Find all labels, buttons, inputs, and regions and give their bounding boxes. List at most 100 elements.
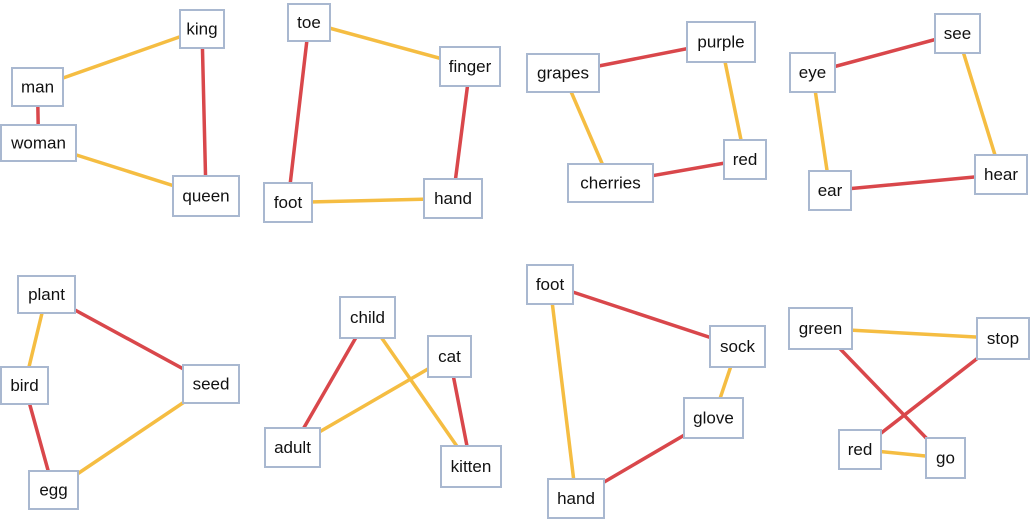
edges-layer: [22, 20, 1005, 501]
node-label: hand: [557, 489, 595, 508]
edge-foot-hand: [548, 282, 578, 501]
node-box: [974, 154, 1028, 195]
node-box: [182, 364, 240, 404]
node-box: [788, 307, 853, 350]
node-label: finger: [449, 57, 492, 76]
node-box: [0, 366, 49, 405]
node-sock: sock: [709, 325, 766, 368]
node-label: foot: [536, 275, 565, 294]
node-foot: foot: [263, 182, 313, 223]
node-box: [723, 139, 767, 180]
edge-ear-hear: [828, 172, 1003, 193]
node-box: [287, 3, 331, 42]
node-box: [17, 275, 76, 314]
node-box: [789, 52, 836, 93]
node-label: foot: [274, 193, 303, 212]
node-box: [11, 67, 64, 107]
node-purple: purple: [686, 21, 756, 63]
edge-foot-sock: [548, 282, 740, 349]
node-box: [0, 124, 77, 162]
node-label: hand: [434, 189, 472, 208]
node-label: queen: [182, 187, 229, 206]
node-foot: foot: [526, 264, 574, 305]
node-red: red: [838, 429, 882, 470]
node-label: cat: [438, 347, 461, 366]
node-label: glove: [693, 409, 734, 428]
node-cherries: cherries: [567, 163, 654, 203]
node-label: stop: [987, 329, 1019, 348]
node-label: hear: [984, 165, 1018, 184]
node-bird: bird: [0, 366, 49, 405]
node-label: see: [944, 24, 971, 43]
node-box: [526, 264, 574, 305]
node-box: [709, 325, 766, 368]
node-label: bird: [10, 376, 38, 395]
node-label: king: [186, 20, 217, 39]
node-plant: plant: [17, 275, 76, 314]
edge-child-kitten: [365, 315, 473, 469]
node-stop: stop: [976, 317, 1030, 360]
node-box: [179, 9, 225, 49]
node-label: kitten: [451, 457, 492, 476]
node-label: plant: [28, 285, 65, 304]
node-label: go: [936, 449, 955, 468]
node-label: eye: [799, 63, 826, 82]
node-box: [423, 178, 483, 219]
node-label: woman: [10, 134, 66, 153]
node-label: cherries: [580, 174, 640, 193]
node-box: [172, 175, 240, 217]
node-box: [925, 437, 966, 479]
node-hear: hear: [974, 154, 1028, 195]
node-finger: finger: [439, 46, 501, 87]
node-label: adult: [274, 438, 311, 457]
node-ear: ear: [808, 170, 852, 211]
node-label: grapes: [537, 64, 589, 83]
node-toe: toe: [287, 3, 331, 42]
node-box: [934, 13, 981, 54]
node-hand: hand: [547, 478, 605, 519]
node-box: [440, 445, 502, 488]
node-man: man: [11, 67, 64, 107]
node-box: [686, 21, 756, 63]
edge-eye-see: [810, 31, 960, 75]
edge-toe-foot: [286, 20, 311, 205]
node-label: man: [21, 78, 54, 97]
node-green: green: [788, 307, 853, 350]
edge-see-hear: [955, 31, 1003, 177]
node-box: [439, 46, 501, 87]
node-box: [339, 296, 396, 339]
node-label: purple: [697, 33, 744, 52]
node-box: [683, 397, 744, 439]
node-grapes: grapes: [526, 53, 600, 93]
node-label: green: [799, 319, 842, 338]
node-box: [547, 478, 605, 519]
edge-king-queen: [200, 27, 208, 198]
edge-man-king: [35, 27, 204, 89]
node-label: sock: [720, 337, 755, 356]
node-woman: woman: [0, 124, 77, 162]
node-go: go: [925, 437, 966, 479]
node-see: see: [934, 13, 981, 54]
node-adult: adult: [264, 427, 321, 468]
node-label: seed: [193, 375, 230, 394]
node-box: [526, 53, 600, 93]
node-king: king: [179, 9, 225, 49]
edge-finger-hand: [451, 64, 472, 201]
node-box: [567, 163, 654, 203]
edge-child-adult: [290, 315, 370, 450]
node-label: egg: [39, 481, 67, 500]
node-label: red: [733, 150, 758, 169]
node-egg: egg: [28, 470, 79, 510]
node-glove: glove: [683, 397, 744, 439]
node-label: toe: [297, 13, 321, 32]
node-queen: queen: [172, 175, 240, 217]
node-hand: hand: [423, 178, 483, 219]
node-seed: seed: [182, 364, 240, 404]
node-child: child: [339, 296, 396, 339]
node-label: child: [350, 308, 385, 327]
node-box: [976, 317, 1030, 360]
edge-green-go: [818, 326, 948, 460]
node-box: [264, 427, 321, 468]
node-label: ear: [818, 181, 843, 200]
